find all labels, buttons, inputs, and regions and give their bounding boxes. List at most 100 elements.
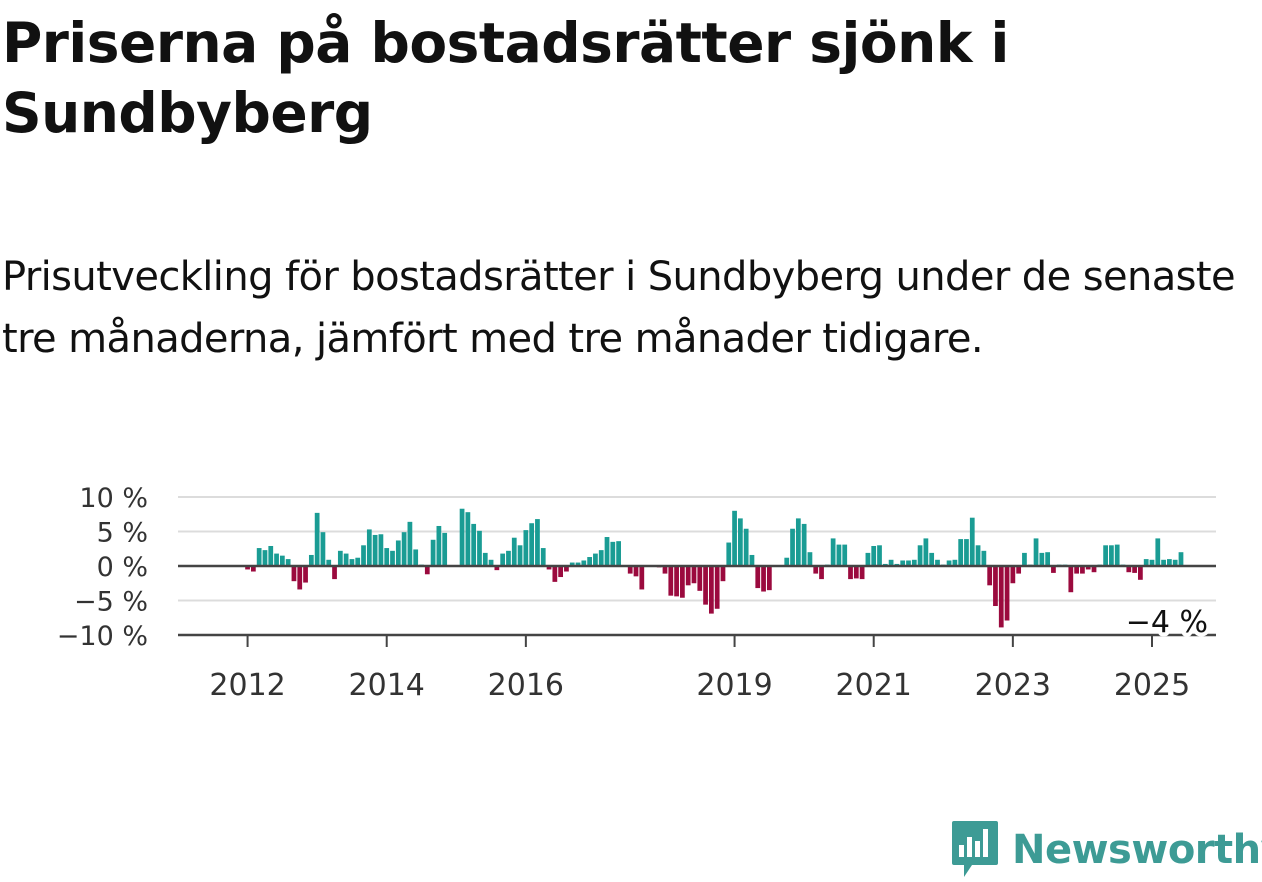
y-tick-label: 0 % xyxy=(97,552,148,583)
bar xyxy=(737,518,743,566)
bar xyxy=(1114,544,1120,566)
bar xyxy=(720,566,726,582)
bar xyxy=(407,521,413,566)
bar xyxy=(575,562,581,566)
bar xyxy=(1051,566,1056,573)
bar xyxy=(1022,552,1027,566)
bar xyxy=(471,523,477,566)
bar xyxy=(337,550,343,566)
bar xyxy=(801,523,807,566)
bar xyxy=(830,538,836,566)
bar xyxy=(1172,559,1178,566)
bar xyxy=(413,549,419,566)
bar xyxy=(1149,559,1155,566)
y-axis-labels: 10 % 5 %0 % −5 %−10 % xyxy=(57,483,148,652)
bar xyxy=(929,552,935,566)
bar xyxy=(819,566,824,580)
bar xyxy=(1016,566,1022,574)
bar xyxy=(969,517,975,566)
bar xyxy=(540,548,546,566)
chart-title: Priserna på bostadsrätter sjönk i Sundby… xyxy=(2,11,1009,145)
bar xyxy=(552,566,558,582)
y-tick-label: 10 % xyxy=(79,483,148,514)
x-tick-label: 2019 xyxy=(696,668,772,703)
bar xyxy=(245,566,250,570)
bar xyxy=(430,539,436,566)
newsworthy-logo-icon xyxy=(952,821,998,877)
bar xyxy=(465,512,471,566)
bar xyxy=(343,553,349,566)
bar xyxy=(697,566,703,591)
bar xyxy=(593,553,598,566)
bar xyxy=(349,559,355,566)
bar xyxy=(1039,552,1045,566)
x-tick-label: 2023 xyxy=(975,668,1051,703)
bar xyxy=(732,510,737,566)
bar xyxy=(558,566,564,578)
bar xyxy=(714,566,720,609)
y-tick-label: −10 % xyxy=(57,621,148,652)
bar xyxy=(494,566,500,571)
bar xyxy=(668,566,674,596)
bar xyxy=(314,512,320,566)
bar xyxy=(987,566,993,586)
bar xyxy=(923,538,929,566)
bar xyxy=(564,566,569,572)
bar xyxy=(1138,566,1143,580)
bar xyxy=(813,566,819,574)
bar xyxy=(482,552,488,566)
bar xyxy=(1033,538,1039,566)
bar xyxy=(308,554,314,566)
bar xyxy=(726,542,732,566)
bar xyxy=(390,550,395,566)
bar xyxy=(709,566,714,614)
bar xyxy=(906,560,911,566)
bar xyxy=(946,560,952,566)
x-tick-label: 2012 xyxy=(209,668,285,703)
bar xyxy=(546,566,552,570)
bar xyxy=(848,566,853,580)
chart-subtitle: Prisutveckling för bostadsrätter i Sundb… xyxy=(2,254,1236,362)
brand: Newsworthy xyxy=(950,818,1262,882)
bar xyxy=(975,545,981,566)
bar xyxy=(853,566,859,579)
bar xyxy=(459,508,465,566)
bar xyxy=(320,532,326,566)
bar-chart: 10 % 5 %0 % −5 %−10 % 2012 2014 2016 2019 2021… xyxy=(57,483,1216,703)
bar xyxy=(1103,545,1108,566)
bar xyxy=(1161,559,1166,566)
brand-name: Newsworthy xyxy=(1012,827,1262,873)
bar xyxy=(424,566,430,575)
last-value-label: −4 % xyxy=(1126,605,1208,640)
bar xyxy=(378,534,384,566)
bar xyxy=(998,566,1004,628)
bar xyxy=(761,566,766,592)
bar xyxy=(262,550,268,566)
bar xyxy=(1132,566,1137,573)
bar xyxy=(703,566,708,605)
bar xyxy=(285,559,291,566)
bar xyxy=(1109,545,1114,566)
bar xyxy=(1143,559,1149,566)
bar xyxy=(900,560,906,566)
bar xyxy=(511,537,517,566)
bar xyxy=(384,548,390,566)
bar xyxy=(859,566,865,580)
bar xyxy=(662,566,668,574)
bar xyxy=(865,552,871,566)
bar xyxy=(935,559,940,566)
bar xyxy=(958,539,964,566)
bar xyxy=(1155,538,1161,566)
bar xyxy=(436,525,442,566)
bar xyxy=(685,566,691,586)
bar xyxy=(964,539,969,566)
bar xyxy=(598,550,604,566)
bar xyxy=(569,562,575,566)
bar xyxy=(1010,566,1016,584)
bar xyxy=(749,554,755,566)
bar xyxy=(917,545,923,566)
bar xyxy=(250,566,256,572)
bar xyxy=(517,545,523,566)
x-axis xyxy=(178,564,1216,647)
x-axis-labels: 2012 2014 2016 2019 2021 2023 2025 xyxy=(209,668,1190,703)
